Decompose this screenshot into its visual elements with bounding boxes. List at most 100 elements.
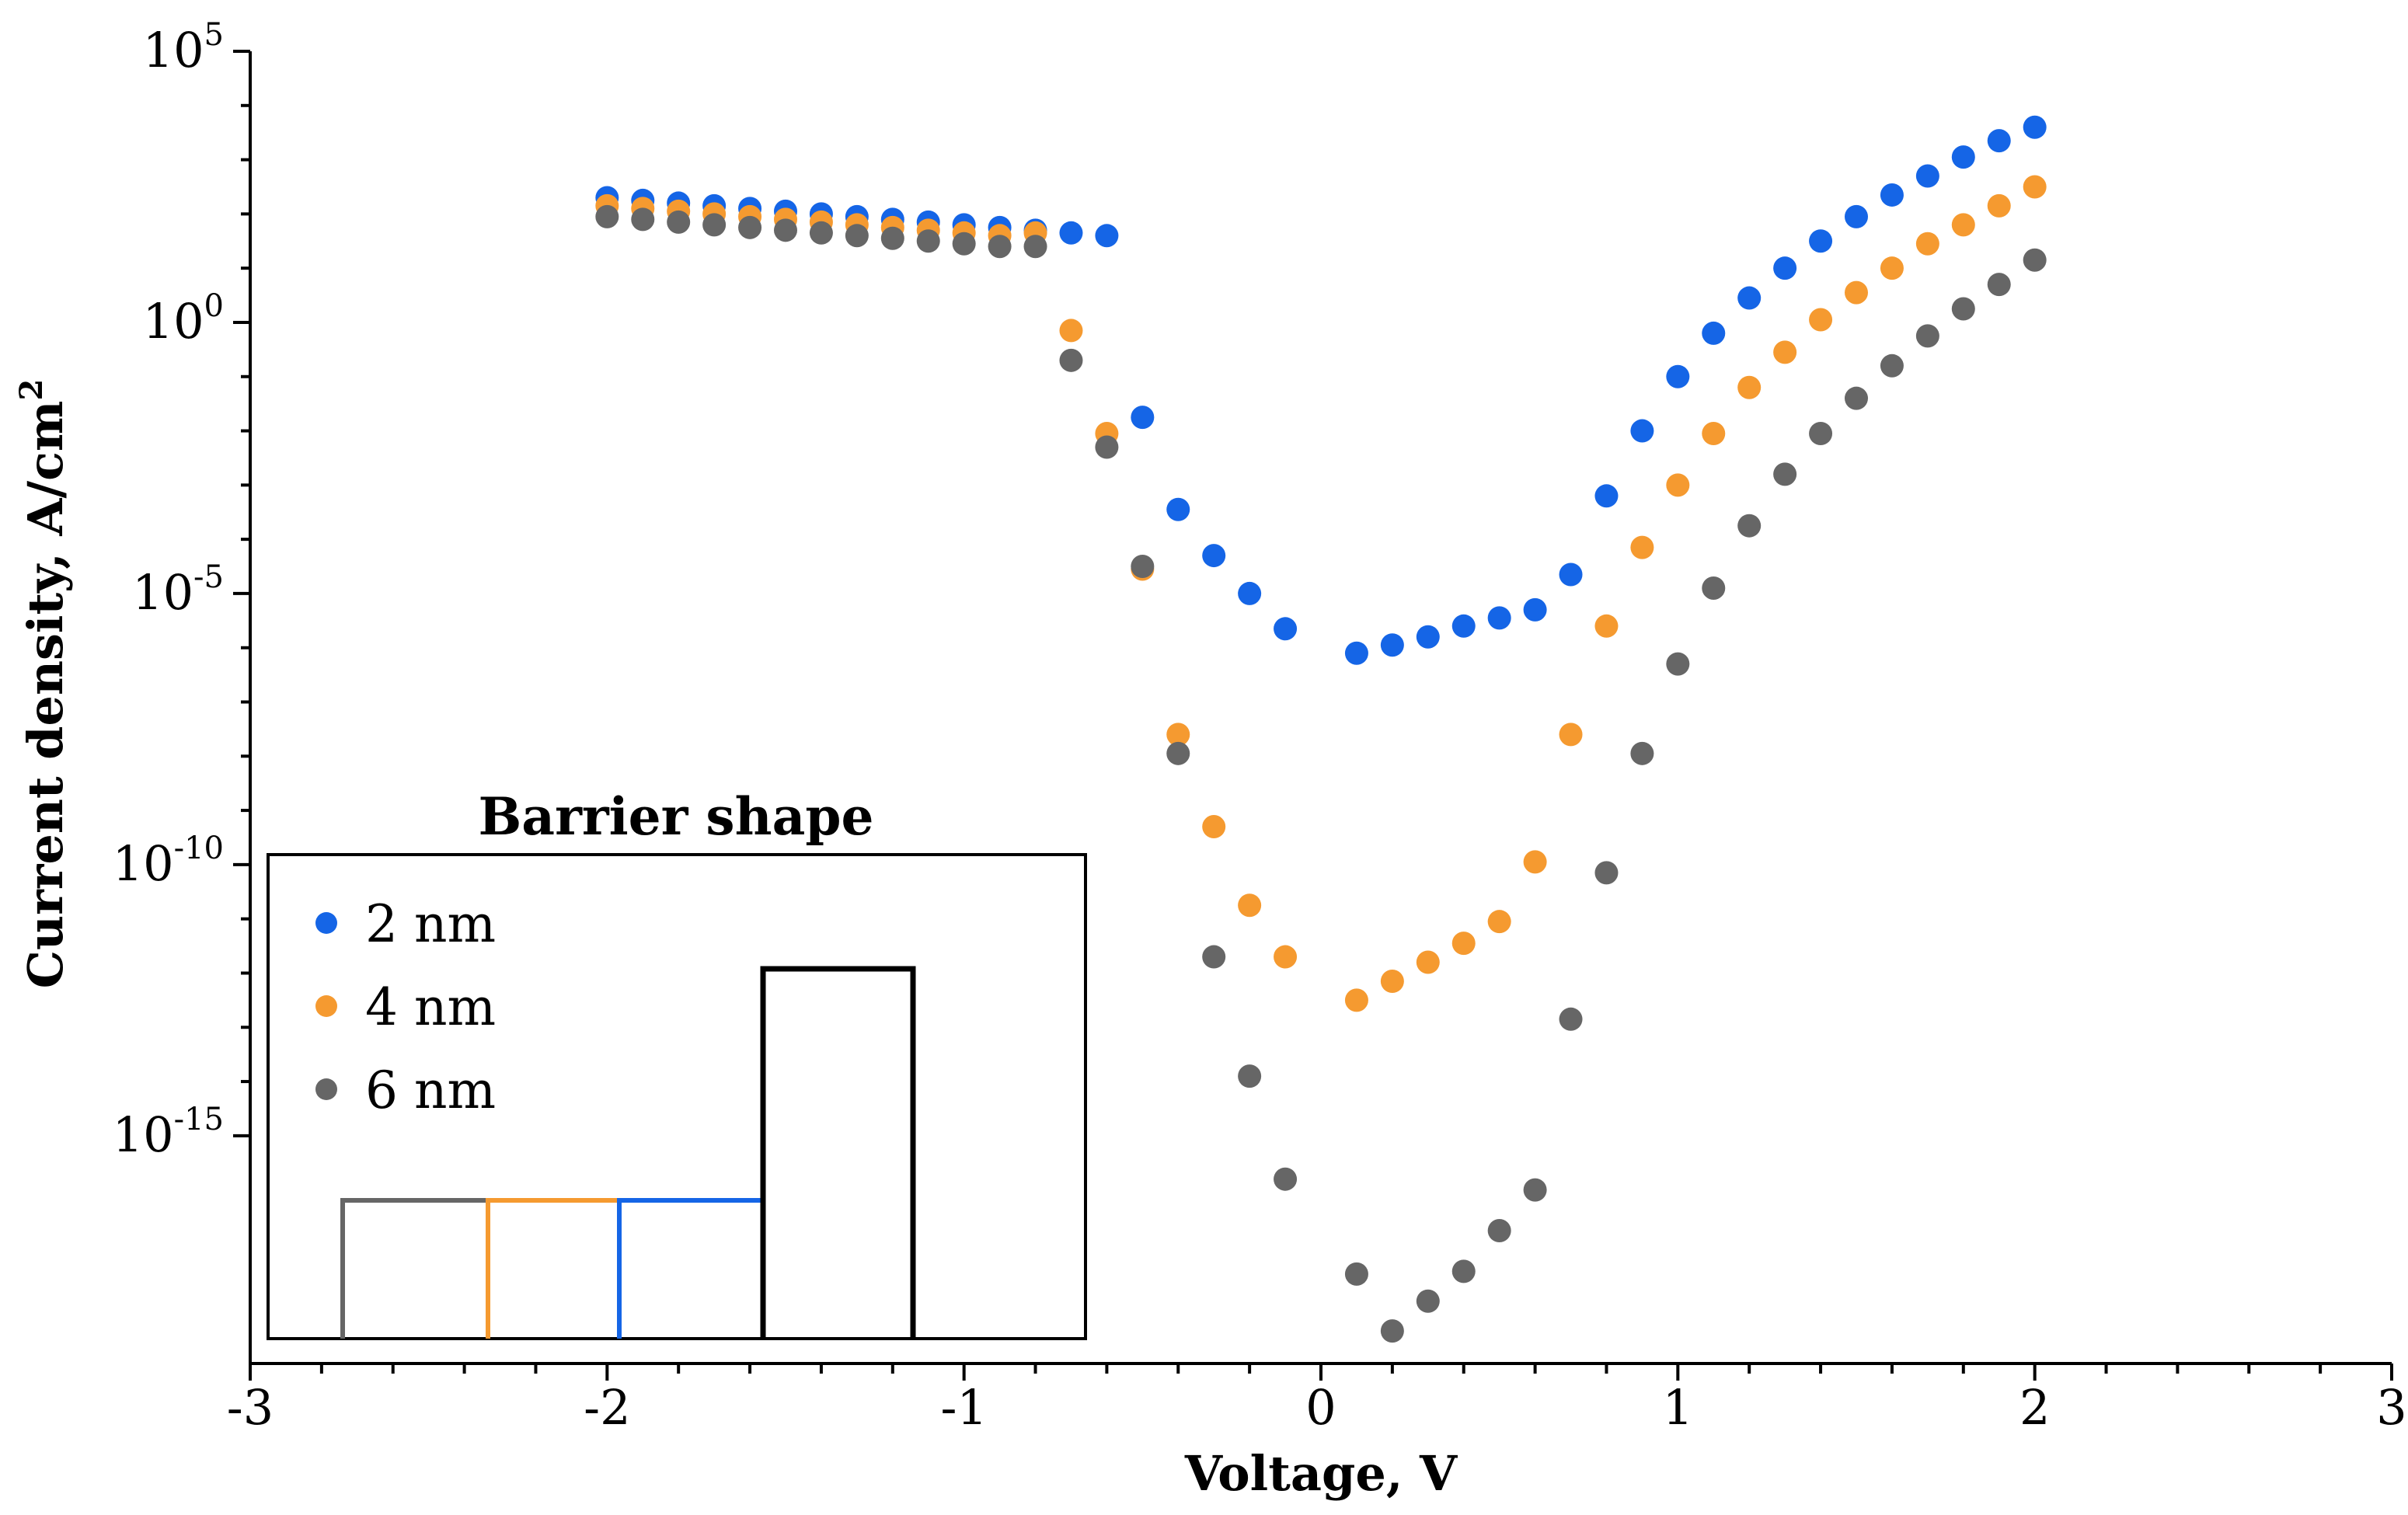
data-point (1702, 422, 1726, 446)
data-point (1845, 280, 1868, 305)
series-2nm (595, 115, 2047, 665)
data-point (595, 204, 619, 228)
data-point (1238, 1064, 1262, 1088)
data-point (1487, 606, 1511, 630)
legend-inset: Barrier shape 2 nm 4 nm 6 nm (267, 786, 1087, 1340)
data-point (1737, 286, 1762, 310)
y-tick-label: 10-10 (113, 831, 224, 892)
data-point (1594, 861, 1619, 885)
data-point (1274, 617, 1298, 641)
y-tick-label: 10-5 (132, 559, 224, 621)
data-point (1523, 850, 1547, 874)
data-point (1880, 256, 1904, 280)
data-point (1559, 723, 1583, 747)
data-point (1131, 555, 1155, 579)
data-point (1737, 514, 1762, 538)
data-point (1166, 723, 1190, 747)
data-point (1594, 614, 1619, 638)
data-point (1559, 1007, 1583, 1031)
data-point (2023, 115, 2047, 139)
data-point (1416, 625, 1440, 649)
data-point (1451, 1259, 1476, 1283)
data-point (1166, 497, 1190, 521)
data-point (1951, 297, 1975, 321)
data-point (1523, 597, 1547, 622)
series-6nm (595, 204, 2047, 1343)
data-point (1773, 256, 1797, 280)
y-tick-label: 100 (143, 288, 224, 350)
legend-marker-2nm (315, 912, 337, 934)
data-point (1915, 164, 1939, 188)
data-point (1059, 348, 1083, 372)
data-point (1880, 183, 1904, 207)
data-point (1809, 229, 1833, 253)
data-point (1238, 581, 1262, 605)
data-point (1095, 224, 1119, 248)
data-point (1380, 1319, 1404, 1343)
data-point (1416, 1289, 1440, 1313)
inset-title: Barrier shape (479, 786, 874, 847)
data-point (1987, 129, 2011, 153)
x-tick-label: -2 (584, 1379, 630, 1436)
data-point (1559, 562, 1583, 587)
data-point (1344, 988, 1368, 1012)
data-point (1416, 950, 1440, 974)
x-tick-label: 0 (1305, 1379, 1336, 1436)
data-point (1380, 969, 1404, 993)
data-point (1951, 145, 1975, 169)
data-point (631, 207, 655, 232)
data-point (1666, 473, 1690, 497)
data-point (1737, 375, 1762, 399)
data-point (702, 213, 727, 237)
y-tick-label: 105 (143, 17, 224, 78)
data-point (1845, 386, 1868, 410)
data-point (1809, 422, 1833, 446)
data-point (1059, 319, 1083, 343)
data-point (1451, 614, 1476, 638)
data-point (952, 232, 976, 256)
barrier-step-6nm (340, 1198, 488, 1339)
data-point (1202, 945, 1226, 969)
data-point (1630, 741, 1654, 765)
data-point (1987, 273, 2011, 297)
data-point (1344, 641, 1368, 665)
x-tick-label: 1 (1663, 1379, 1693, 1436)
data-point (1951, 213, 1975, 237)
x-tick-label: 2 (2019, 1379, 2050, 1436)
data-point (1523, 1178, 1547, 1202)
data-point (1987, 193, 2011, 218)
data-point (2023, 175, 2047, 199)
data-point (1487, 910, 1511, 934)
legend-label-6nm: 6 nm (365, 1060, 496, 1120)
data-point (1702, 321, 1726, 345)
data-point (988, 235, 1012, 259)
x-tick-label: 3 (2376, 1379, 2406, 1436)
data-point (1666, 652, 1690, 676)
data-points (595, 115, 2047, 1343)
legend-marker-4nm (315, 995, 337, 1017)
data-point (1630, 419, 1654, 443)
data-point (1915, 232, 1939, 256)
legend-box (267, 853, 1087, 1340)
axes: -3 -2 -1 0 1 2 3 105 100 10-5 10-10 10-15 (113, 17, 2407, 1436)
legend-label-4nm: 4 nm (365, 977, 496, 1037)
y-tick-label: 10-15 (113, 1102, 224, 1163)
barrier-step-4nm (486, 1198, 619, 1339)
barrier-step-2nm (617, 1198, 763, 1339)
data-point (1202, 815, 1226, 839)
data-point (774, 218, 797, 242)
data-point (1344, 1262, 1368, 1286)
x-tick-label: -3 (227, 1379, 274, 1436)
data-point (1915, 324, 1939, 348)
data-point (1059, 221, 1083, 245)
data-point (845, 224, 869, 248)
data-point (1274, 1167, 1298, 1191)
data-point (1166, 741, 1190, 765)
data-point (1666, 364, 1690, 388)
data-point (1773, 462, 1797, 486)
data-point (1594, 484, 1619, 508)
x-tick-label: -1 (940, 1379, 987, 1436)
data-point (1845, 204, 1868, 228)
x-axis-title: Voltage, V (1184, 1445, 1458, 1502)
data-point (1702, 576, 1726, 600)
